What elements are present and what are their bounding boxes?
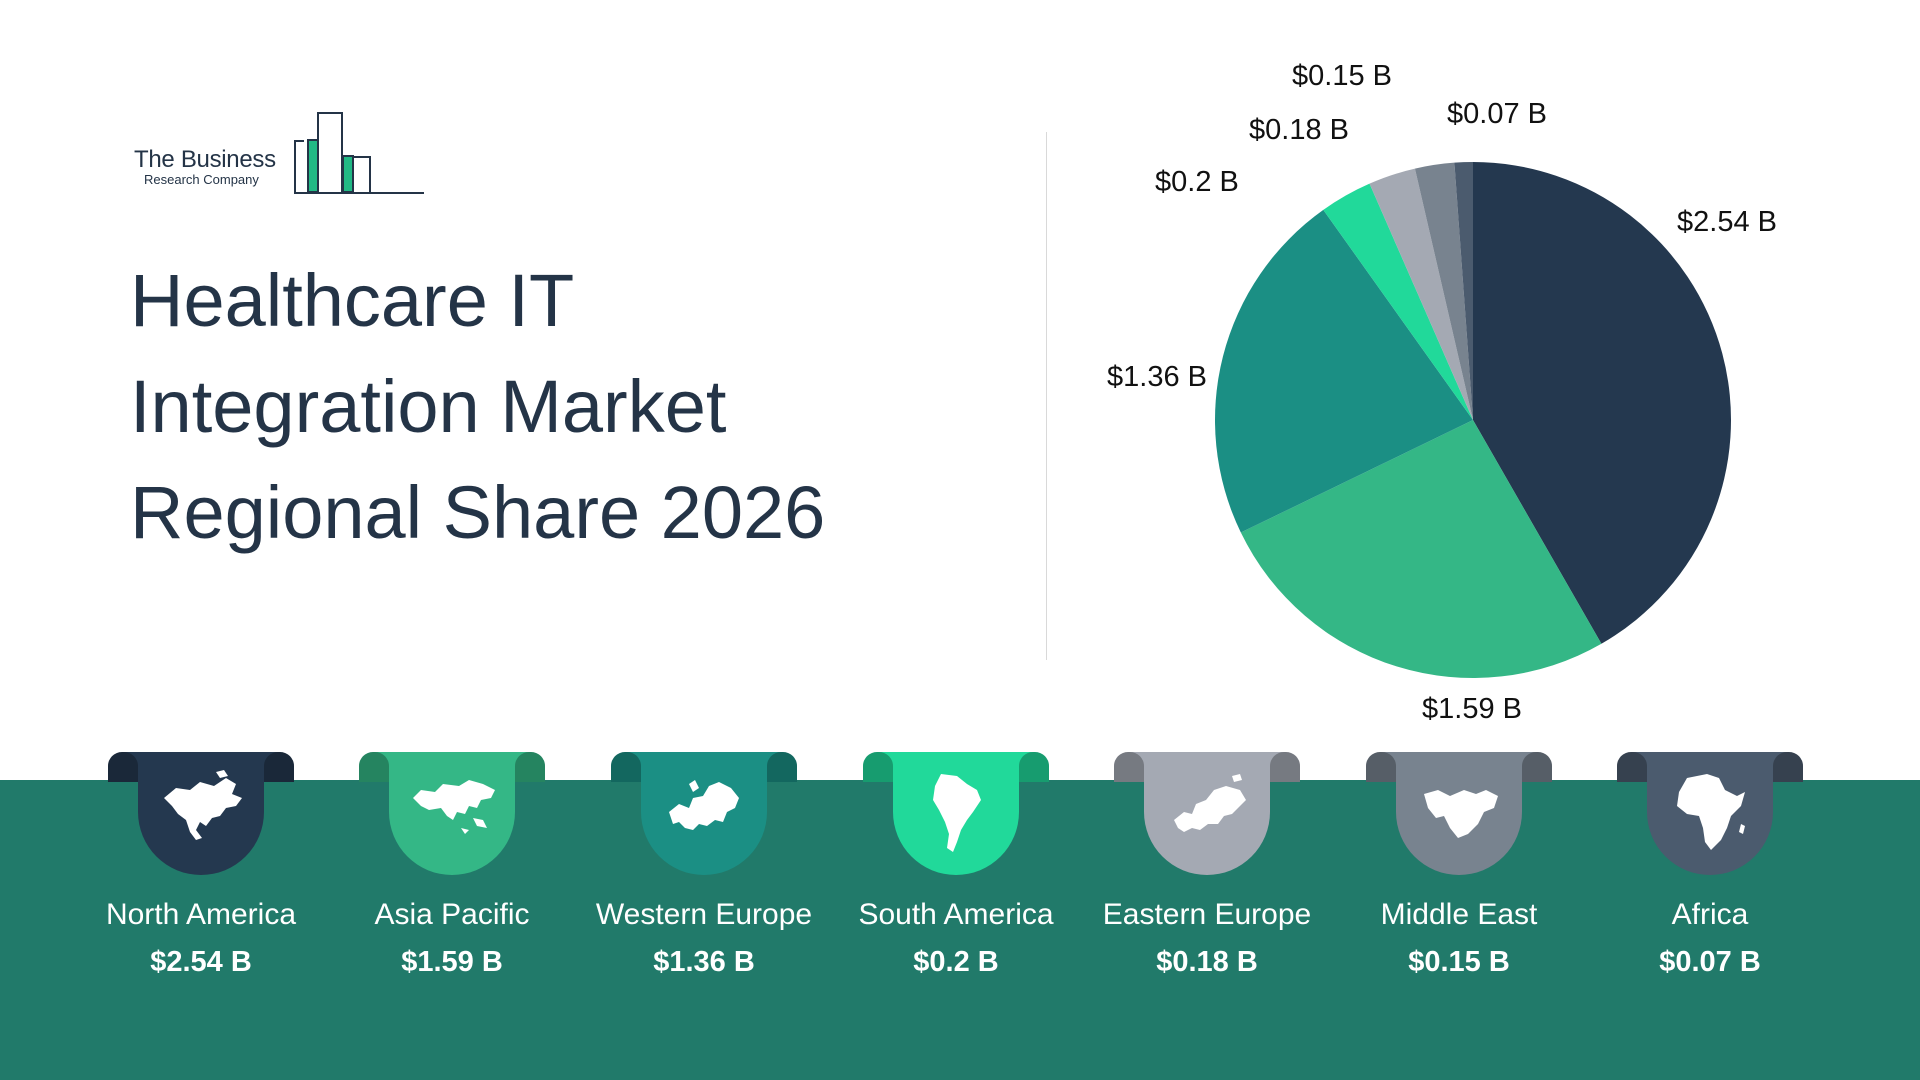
north-america-map-icon	[164, 770, 242, 840]
region-tab-shadow	[264, 752, 294, 782]
region-tab-shadow	[1366, 752, 1396, 782]
western-europe-map-icon	[669, 780, 739, 830]
pie-slice-label: $0.15 B	[1292, 60, 1392, 92]
region-tab-shadow	[1114, 752, 1144, 782]
region-card: Eastern Europe $0.18 B	[1057, 752, 1357, 1012]
title-line-2: Integration Market	[130, 365, 727, 448]
pie-slice-label: $0.2 B	[1155, 166, 1239, 198]
region-card: South America $0.2 B	[806, 752, 1106, 1012]
region-name: South America	[858, 898, 1054, 931]
eastern-europe-map-icon	[1174, 774, 1246, 832]
region-tab-shadow	[1773, 752, 1803, 782]
pie-slice	[1454, 162, 1473, 420]
logo-buildings-icon	[294, 112, 424, 194]
pie-slice	[1215, 209, 1473, 533]
region-value: $1.36 B	[653, 946, 755, 978]
pie-chart: $2.54 B $1.59 B $1.36 B $0.2 B $0.18 B $0.15 …	[1080, 40, 1920, 740]
logo-name: The Business	[134, 146, 276, 173]
pie-slice-label: $0.18 B	[1249, 114, 1349, 146]
region-card: Western Europe $1.36 B	[554, 752, 854, 1012]
pie-slice-label: $0.07 B	[1447, 98, 1547, 130]
pie-slice-label: $1.59 B	[1422, 693, 1522, 725]
middle-east-map-icon	[1424, 790, 1498, 838]
south-america-map-icon	[933, 774, 981, 852]
region-name: Asia Pacific	[374, 898, 530, 931]
pie-slice	[1323, 183, 1473, 420]
region-card: Africa $0.07 B	[1560, 752, 1860, 1012]
region-value: $2.54 B	[150, 946, 252, 978]
pie-slice	[1369, 168, 1473, 420]
logo-subname: Research Company	[144, 172, 259, 187]
region-tab-shadow	[1617, 752, 1647, 782]
region-badge	[641, 752, 767, 875]
africa-map-icon	[1677, 774, 1745, 850]
region-tab-shadow	[767, 752, 797, 782]
region-value: $0.18 B	[1156, 946, 1258, 978]
title-line-3: Regional Share 2026	[130, 471, 826, 554]
region-badge	[389, 752, 515, 875]
region-name: Africa	[1671, 898, 1749, 931]
pie-chart-svg: $2.54 B $1.59 B $1.36 B $0.2 B $0.18 B $0.15 …	[1107, 60, 1777, 725]
region-tab-shadow	[611, 752, 641, 782]
title-line-1: Healthcare IT	[130, 259, 575, 342]
pie-slice-label: $1.36 B	[1107, 361, 1207, 393]
region-card: Middle East $0.15 B	[1309, 752, 1609, 1012]
region-badge	[138, 752, 264, 875]
region-tab-shadow	[359, 752, 389, 782]
vertical-divider	[1046, 132, 1047, 660]
region-name: Middle East	[1380, 898, 1538, 931]
pie-slice	[1414, 162, 1473, 420]
region-tab-shadow	[863, 752, 893, 782]
region-tab-shadow	[1270, 752, 1300, 782]
region-badge	[893, 752, 1019, 875]
pie-slice	[1240, 420, 1602, 678]
company-logo: The Business Research Company	[134, 110, 424, 200]
region-name: North America	[105, 898, 297, 931]
region-tab-shadow	[1522, 752, 1552, 782]
asia-pacific-map-icon	[413, 780, 495, 834]
region-value: $0.15 B	[1408, 946, 1510, 978]
region-value: $0.07 B	[1659, 946, 1761, 978]
region-badge	[1396, 752, 1522, 875]
region-name: Eastern Europe	[1102, 898, 1312, 931]
region-value: $1.59 B	[401, 946, 503, 978]
region-card: North America $2.54 B	[51, 752, 351, 1012]
region-name: Western Europe	[595, 898, 813, 931]
region-tab-shadow	[1019, 752, 1049, 782]
pie-slice	[1473, 162, 1731, 644]
region-card: Asia Pacific $1.59 B	[302, 752, 602, 1012]
page-title: Healthcare IT Integration Market Regiona…	[130, 248, 890, 566]
region-tab-shadow	[515, 752, 545, 782]
region-tab-shadow	[108, 752, 138, 782]
region-value: $0.2 B	[913, 946, 999, 978]
region-badge	[1647, 752, 1773, 875]
pie-slice-label: $2.54 B	[1677, 206, 1777, 238]
region-badge	[1144, 752, 1270, 875]
